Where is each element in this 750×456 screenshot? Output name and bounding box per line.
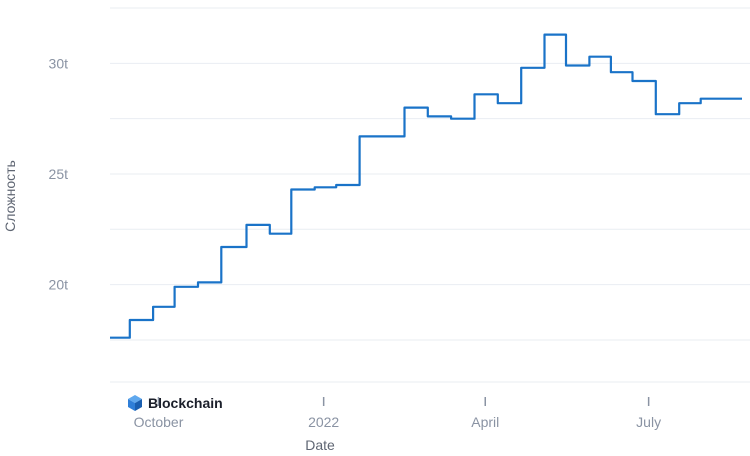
x-tick-label: October bbox=[134, 414, 184, 430]
x-axis-title: Date bbox=[305, 437, 335, 453]
y-tick-label: 25t bbox=[49, 166, 69, 182]
y-tick-label: 20t bbox=[49, 277, 69, 293]
y-axis: 20t 25t 30t bbox=[49, 55, 69, 292]
x-tick-label: April bbox=[471, 414, 499, 430]
x-tick-label: 2022 bbox=[308, 414, 339, 430]
y-tick-label: 30t bbox=[49, 55, 69, 71]
y-axis-title: Сложность bbox=[2, 160, 18, 232]
difficulty-series-line bbox=[110, 33, 742, 339]
blockchain-logo: Blockchain bbox=[128, 395, 223, 411]
grid-lines bbox=[110, 7, 750, 383]
blockchain-cube-icon bbox=[128, 395, 142, 411]
x-tick-label: July bbox=[636, 414, 661, 430]
blockchain-brand-text: Blockchain bbox=[148, 395, 223, 411]
x-axis: October 2022 April July bbox=[134, 397, 661, 430]
series-group bbox=[110, 33, 742, 339]
